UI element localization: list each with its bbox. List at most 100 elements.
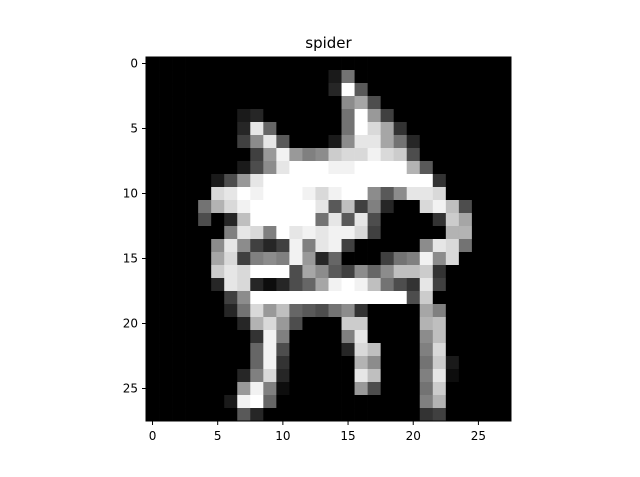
- heatmap-cell: [354, 278, 368, 292]
- heatmap-cell: [315, 317, 329, 331]
- heatmap-cell: [393, 408, 408, 422]
- heatmap-cell: [497, 252, 512, 266]
- heatmap-cell: [172, 278, 186, 292]
- heatmap-cell: [471, 83, 486, 97]
- heatmap-cell: [276, 213, 290, 227]
- heatmap-cell: [341, 278, 355, 292]
- heatmap-cell: [458, 317, 473, 331]
- heatmap-cell: [380, 226, 395, 240]
- heatmap-cell: [458, 226, 473, 240]
- heatmap-cell: [341, 343, 355, 357]
- heatmap-cell: [172, 252, 186, 266]
- heatmap-cell: [484, 408, 499, 422]
- heatmap-cell: [458, 369, 473, 383]
- heatmap-cell: [380, 148, 395, 162]
- heatmap-cell: [250, 356, 264, 370]
- heatmap-cell: [198, 239, 212, 253]
- heatmap-cell: [185, 135, 199, 149]
- heatmap-cell: [471, 213, 486, 227]
- heatmap-cell: [471, 395, 486, 409]
- heatmap-cell: [471, 135, 486, 149]
- heatmap-cell: [315, 135, 329, 149]
- heatmap-cell: [419, 304, 434, 318]
- heatmap-cell: [445, 252, 460, 266]
- heatmap-cell: [393, 57, 408, 71]
- heatmap-cell: [484, 83, 499, 97]
- heatmap-cell: [458, 239, 473, 253]
- heatmap-cell: [146, 239, 160, 253]
- heatmap-cell: [445, 57, 460, 71]
- x-tick-label: 20: [406, 429, 421, 443]
- heatmap-cell: [432, 278, 447, 292]
- heatmap-cell: [328, 187, 342, 201]
- heatmap-cell: [159, 200, 173, 214]
- heatmap-cell: [445, 70, 460, 84]
- heatmap-cell: [419, 278, 434, 292]
- heatmap-cell: [211, 252, 225, 266]
- heatmap-cell: [224, 174, 238, 188]
- heatmap-cell: [497, 200, 512, 214]
- heatmap-cell: [302, 356, 316, 370]
- heatmap-cell: [406, 265, 421, 279]
- heatmap-cell: [354, 252, 368, 266]
- heatmap-cell: [185, 239, 199, 253]
- heatmap-cell: [406, 200, 421, 214]
- heatmap-cell: [328, 200, 342, 214]
- heatmap-cell: [458, 174, 473, 188]
- heatmap-cell: [393, 187, 408, 201]
- heatmap-cell: [406, 356, 421, 370]
- heatmap-cell: [289, 226, 303, 240]
- heatmap-cell: [276, 343, 290, 357]
- heatmap-cell: [471, 330, 486, 344]
- heatmap-cell: [302, 317, 316, 331]
- heatmap-cell: [445, 395, 460, 409]
- heatmap-cell: [198, 200, 212, 214]
- heatmap-cell: [276, 369, 290, 383]
- heatmap-cell: [224, 135, 238, 149]
- heatmap-cell: [159, 213, 173, 227]
- heatmap-cell: [445, 200, 460, 214]
- heatmap-cell: [276, 291, 290, 305]
- heatmap-cell: [354, 304, 368, 318]
- heatmap-cell: [419, 291, 434, 305]
- heatmap-cell: [250, 278, 264, 292]
- heatmap-cell: [341, 265, 355, 279]
- heatmap-cell: [276, 278, 290, 292]
- heatmap-cell: [146, 278, 160, 292]
- heatmap-cell: [289, 382, 303, 396]
- heatmap-cell: [302, 70, 316, 84]
- heatmap-cell: [224, 57, 238, 71]
- heatmap-cell: [432, 369, 447, 383]
- heatmap-cell: [367, 70, 381, 84]
- heatmap-cell: [354, 265, 368, 279]
- heatmap-cell: [198, 252, 212, 266]
- heatmap-cell: [302, 304, 316, 318]
- heatmap-cell: [393, 304, 408, 318]
- heatmap-cell: [328, 161, 342, 175]
- heatmap-cell: [497, 304, 512, 318]
- heatmap-cell: [315, 200, 329, 214]
- y-axis: 0 5 10 15 20 25: [123, 57, 146, 396]
- heatmap-cell: [276, 200, 290, 214]
- heatmap-cell: [341, 213, 355, 227]
- heatmap-cell: [185, 148, 199, 162]
- heatmap-cell: [328, 408, 342, 422]
- heatmap-cell: [211, 291, 225, 305]
- heatmap-cell: [302, 213, 316, 227]
- heatmap-cell: [406, 213, 421, 227]
- heatmap-cell: [146, 187, 160, 201]
- heatmap-cell: [445, 356, 460, 370]
- heatmap-cell: [211, 174, 225, 188]
- heatmap-cell: [224, 187, 238, 201]
- heatmap-cell: [328, 291, 342, 305]
- heatmap-cell: [302, 382, 316, 396]
- heatmap-cell: [406, 57, 421, 71]
- heatmap-cell: [250, 239, 264, 253]
- heatmap-cell: [315, 70, 329, 84]
- heatmap-cell: [185, 226, 199, 240]
- heatmap-cell: [354, 395, 368, 409]
- heatmap-cell: [185, 174, 199, 188]
- heatmap-cell: [315, 395, 329, 409]
- heatmap-cell: [341, 369, 355, 383]
- heatmap-cell: [302, 265, 316, 279]
